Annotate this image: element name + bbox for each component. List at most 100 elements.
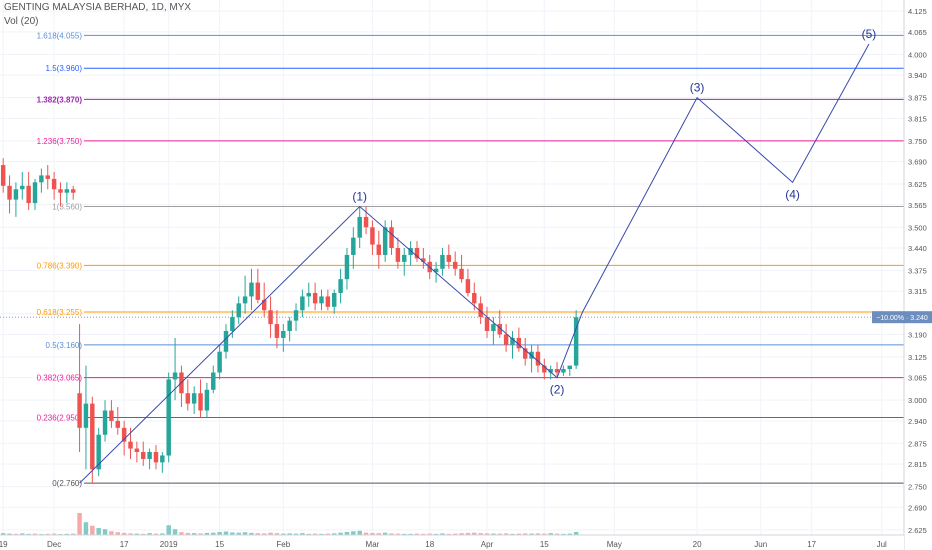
candle-body <box>172 372 178 380</box>
price-tick-label: 2.690 <box>908 503 927 512</box>
time-axis-bg <box>0 535 904 550</box>
price-tick-label: 3.125 <box>908 353 927 362</box>
candle-body <box>115 420 121 428</box>
candle-body <box>573 317 579 366</box>
price-axis-bg <box>904 0 932 550</box>
candle-body <box>236 303 241 318</box>
volume-bar <box>274 533 280 535</box>
volume-bar <box>382 532 388 535</box>
volume-bar <box>351 531 356 535</box>
volume-bar <box>554 533 560 535</box>
fib-level-label: 0(2.760) <box>52 479 82 488</box>
volume-bar <box>121 532 127 535</box>
candle-body <box>255 282 261 300</box>
price-tick-label: 3.565 <box>908 201 927 210</box>
candle-body <box>312 292 318 304</box>
candle-body <box>281 331 286 338</box>
price-tick-label: 3.065 <box>908 374 927 383</box>
volume-bar <box>255 533 261 535</box>
fib-level-label: 1.382(3.870) <box>37 95 83 104</box>
candle-body <box>198 393 203 411</box>
fib-level-label: 1.5(3.960) <box>46 64 83 73</box>
volume-bar <box>32 533 38 535</box>
candle-body <box>395 248 401 262</box>
volume-bar <box>185 532 191 535</box>
price-tick-label: 3.875 <box>908 94 927 103</box>
candle-body <box>408 248 413 255</box>
volume-bar <box>102 529 108 535</box>
wave-label: (2) <box>550 383 565 397</box>
current-price-tag <box>872 311 932 324</box>
volume-bar <box>484 533 490 535</box>
volume-bar <box>300 533 305 535</box>
volume-bar <box>230 532 235 535</box>
volume-bar <box>472 532 477 535</box>
volume-bar <box>395 533 401 535</box>
candle-body <box>96 434 101 470</box>
volume-bar <box>548 533 553 535</box>
price-tick-label: 4.065 <box>908 28 927 37</box>
volume-bar <box>51 533 57 535</box>
candle-body <box>204 389 210 411</box>
volume-bar <box>440 533 445 535</box>
elliott-wave-projection: (1) (2) (3) (4) (5) <box>79 27 877 484</box>
volume-bar <box>510 533 515 535</box>
price-tick-label: 2.625 <box>908 526 927 535</box>
candle-body <box>351 237 356 255</box>
volume-bar <box>179 532 184 535</box>
volume-bar <box>211 532 216 535</box>
candle-body <box>402 254 407 262</box>
price-tick-label: 4.125 <box>908 7 927 16</box>
candle-body <box>567 365 573 370</box>
volume-bar <box>465 532 471 535</box>
volume-bar <box>293 533 299 535</box>
time-tick-label: May <box>607 540 622 549</box>
volume-bar <box>542 533 547 535</box>
candle-body <box>26 185 31 204</box>
candle-body <box>306 292 311 297</box>
candle-body <box>287 320 292 332</box>
candle-body <box>363 216 369 228</box>
volume-bar <box>70 533 76 535</box>
volume-bar <box>77 513 82 535</box>
candle-body <box>39 175 44 183</box>
candle-body <box>249 282 254 297</box>
volume-bar <box>319 533 324 535</box>
volume-bar <box>529 533 534 535</box>
candle-body <box>83 403 89 428</box>
volume-bar <box>261 533 267 535</box>
candle-body <box>452 261 458 269</box>
price-tick-label: 3.375 <box>908 267 927 276</box>
candle-body <box>338 279 343 293</box>
volume-bar <box>172 529 178 535</box>
candle-body <box>446 254 452 262</box>
candle-body <box>344 254 350 280</box>
candle-body <box>217 351 222 373</box>
volume-indicator-label[interactable]: Vol (20) <box>4 16 39 27</box>
candle-body <box>64 189 70 193</box>
candle-body <box>242 296 248 304</box>
time-axis: 19 Dec 17 2019 15 Feb Mar 18 Apr 15 May 20 Jun 17 Jul <box>0 534 904 550</box>
volume-bar <box>370 532 375 535</box>
volume-bar <box>242 532 248 535</box>
volume-bar <box>223 531 229 535</box>
candle-body <box>70 189 76 193</box>
price-tick-label: 2.750 <box>908 483 927 492</box>
candle-body <box>389 227 394 249</box>
candle-body <box>274 324 280 338</box>
candle-body <box>166 379 171 456</box>
volume-bar <box>236 532 241 535</box>
volume-bar <box>160 533 165 535</box>
candle-body <box>109 410 114 421</box>
volume-bar <box>306 533 311 535</box>
price-tick-label: 3.440 <box>908 244 927 253</box>
time-tick-label: 2019 <box>160 540 178 549</box>
time-tick-label: 17 <box>807 540 816 549</box>
candle-body <box>491 324 496 332</box>
candle-body <box>153 452 159 463</box>
price-tick-label: 3.315 <box>908 287 927 296</box>
fib-level-label: 1.618(4.055) <box>37 31 83 40</box>
wave-label: (5) <box>862 27 877 41</box>
price-tick-label: 3.625 <box>908 180 927 189</box>
volume-bar <box>7 533 12 535</box>
